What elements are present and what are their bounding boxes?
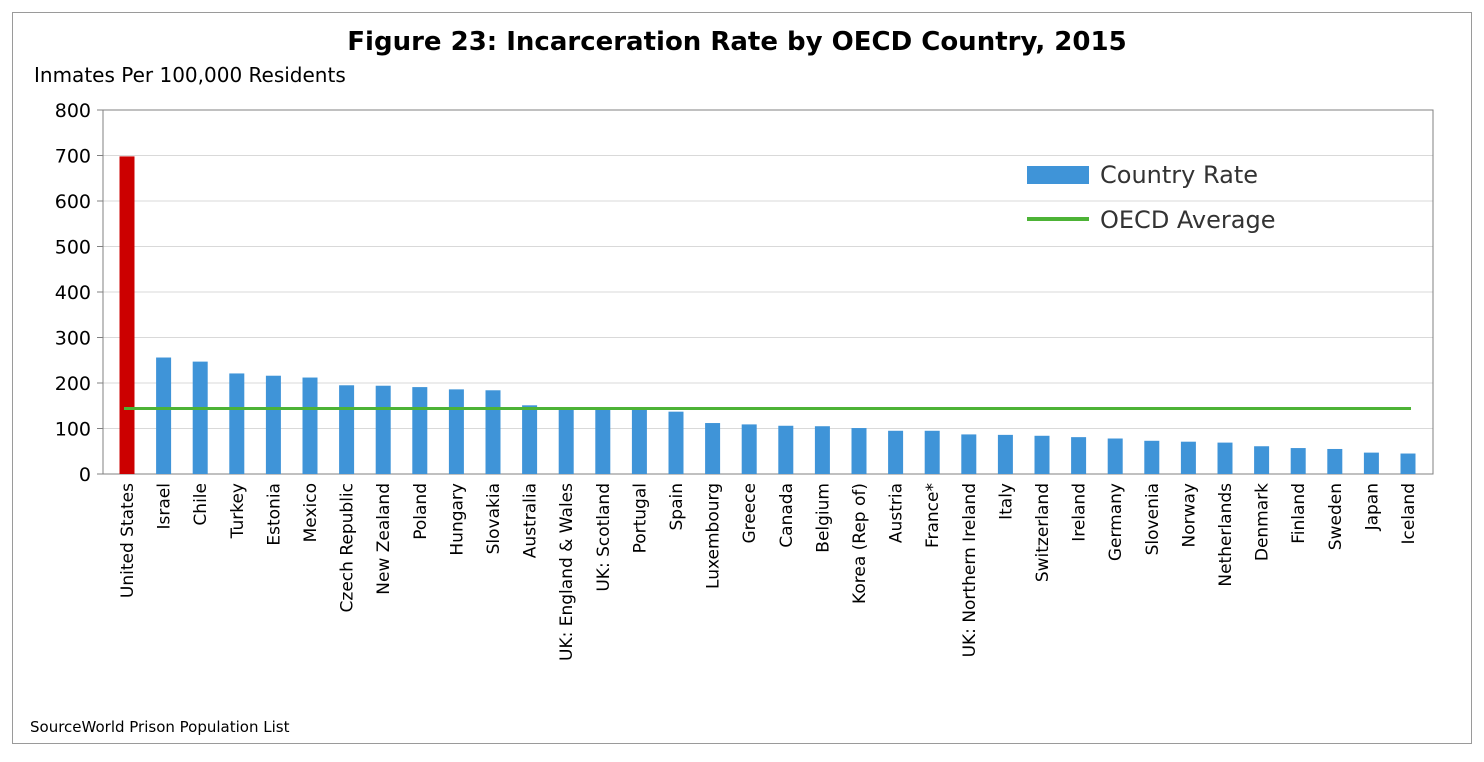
bar-norway (1180, 441, 1196, 474)
x-tick-label: Austria (887, 483, 907, 543)
x-tick-label: Greece (740, 483, 760, 544)
bar-czech-republic (339, 385, 355, 474)
x-tick-label: Israel (155, 483, 175, 529)
x-tick-label: Korea (Rep of) (850, 483, 870, 604)
bar-mexico (302, 377, 318, 474)
x-tick-label: Hungary (447, 483, 467, 556)
bars (119, 156, 1416, 474)
x-tick-label: Belgium (813, 483, 833, 553)
bar-hungary (448, 389, 464, 474)
x-tick-label: Mexico (301, 483, 321, 542)
x-tick-label: Slovenia (1143, 483, 1163, 555)
x-tick-label: Poland (411, 483, 431, 540)
y-tick-label: 800 (55, 100, 91, 122)
x-tick-label: New Zealand (374, 483, 394, 595)
legend-label-oecd-average: OECD Average (1100, 206, 1275, 234)
bar-turkey (229, 373, 245, 474)
y-tick-label: 0 (79, 464, 91, 486)
x-tick-label: Italy (996, 483, 1016, 520)
bar-japan (1363, 452, 1379, 474)
legend-label-country-rate: Country Rate (1100, 161, 1258, 189)
y-tick-label: 100 (55, 419, 91, 441)
bar-switzerland (1034, 435, 1050, 474)
bar-slovenia (1144, 440, 1160, 474)
x-tick-label: Chile (191, 483, 211, 526)
bar-netherlands (1217, 442, 1233, 474)
x-tick-label: Portugal (630, 483, 650, 553)
x-tick-label: Iceland (1399, 483, 1419, 545)
bar-uk-northern-ireland (961, 434, 977, 474)
x-tick-label: Netherlands (1216, 483, 1236, 587)
legend-swatch-country-rate (1027, 166, 1089, 184)
bar-austria (888, 430, 904, 474)
bar-finland (1290, 448, 1306, 474)
bar-ireland (1071, 437, 1087, 474)
y-axis-label: Inmates Per 100,000 Residents (34, 63, 346, 87)
bar-canada (778, 425, 794, 474)
x-tick-label: United States (118, 483, 138, 598)
x-tick-label: Spain (667, 483, 687, 531)
x-tick-label: France* (923, 483, 943, 548)
bar-germany (1107, 438, 1123, 474)
legend: Country Rate OECD Average (1027, 161, 1275, 234)
bar-portugal (631, 409, 647, 474)
x-tick-label: Finland (1289, 483, 1309, 544)
bar-poland (412, 387, 428, 474)
chart-frame (12, 12, 1472, 744)
y-tick-label: 200 (55, 373, 91, 395)
bar-slovakia (485, 390, 501, 474)
bar-greece (741, 424, 757, 474)
x-tick-label: Slovakia (484, 483, 504, 554)
x-tick-label: Estonia (264, 483, 284, 546)
bar-italy (997, 434, 1013, 474)
bar-estonia (265, 375, 281, 474)
bar-iceland (1400, 453, 1416, 474)
bar-spain (668, 411, 684, 474)
y-tick-label: 700 (55, 146, 91, 168)
x-tick-label: Ireland (1070, 483, 1090, 542)
x-tick-label: Japan (1362, 483, 1382, 531)
bar-sweden (1327, 448, 1343, 474)
y-tick-label: 600 (55, 191, 91, 213)
x-tick-label: Turkey (228, 483, 248, 539)
bar-denmark (1254, 446, 1270, 474)
x-tick-label: UK: Scotland (594, 483, 614, 592)
x-tick-label: Denmark (1253, 483, 1273, 561)
x-tick-label: Switzerland (1033, 483, 1053, 582)
bar-uk-england-wales (558, 407, 574, 474)
bar-chile (192, 361, 208, 474)
gridlines (103, 155, 1433, 429)
x-tick-label: Sweden (1326, 483, 1346, 550)
x-tick-label: Germany (1106, 483, 1126, 561)
x-tick-label: Czech Republic (338, 483, 358, 612)
y-tick-label: 500 (55, 237, 91, 259)
x-tick-label: UK: England & Wales (557, 483, 577, 661)
x-tick-label: Canada (777, 483, 797, 548)
x-tick-label: UK: Northern Ireland (960, 483, 980, 657)
x-tick-label: Luxembourg (704, 483, 724, 589)
bar-korea-rep-of (851, 428, 867, 474)
bar-luxembourg (705, 423, 721, 474)
bar-uk-scotland (595, 408, 611, 474)
bar-belgium (814, 426, 830, 474)
x-tick-label: Norway (1179, 483, 1199, 548)
y-tick-label: 400 (55, 282, 91, 304)
y-tick-label: 300 (55, 328, 91, 350)
x-tick-label: Australia (521, 483, 541, 558)
y-axis-ticks: 0 100 200 300 400 500 600 700 800 (55, 100, 103, 486)
bar-united-states (119, 156, 135, 474)
bar-israel (156, 357, 172, 474)
x-axis-ticks: United States Israel Chile Turkey Estonia Mex… (118, 483, 1419, 661)
bar-australia (522, 405, 538, 474)
source-note: SourceWorld Prison Population List (30, 718, 290, 736)
bar-france (924, 430, 940, 474)
bar-new-zealand (375, 385, 391, 474)
chart-title: Figure 23: Incarceration Rate by OECD Co… (347, 27, 1126, 57)
